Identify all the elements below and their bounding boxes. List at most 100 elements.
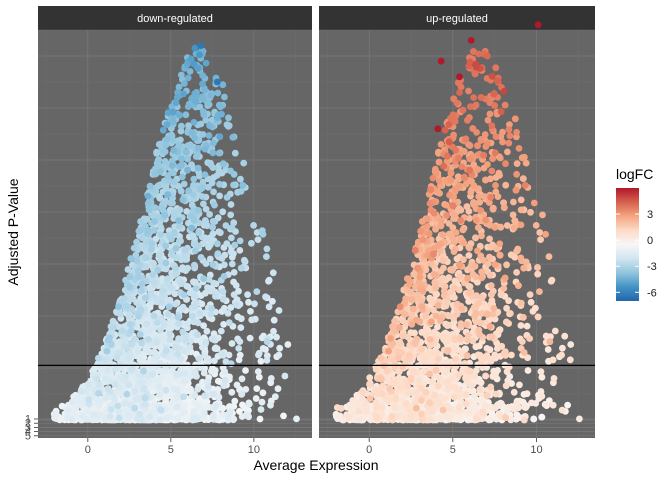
data-point [168,236,175,243]
data-point [366,381,373,388]
data-point [69,416,76,423]
data-point [502,414,509,421]
data-point [86,396,93,403]
data-point [210,218,217,225]
data-point [125,313,132,320]
data-point [115,303,122,310]
data-point [203,260,210,267]
data-point [521,349,528,356]
data-point [253,288,260,295]
data-point [135,313,142,320]
data-point [164,172,171,179]
data-point [246,401,253,408]
data-point [475,193,482,200]
data-point [216,150,223,157]
data-point [185,75,192,82]
data-point [59,403,66,410]
data-point [530,308,537,315]
data-point [498,400,505,407]
data-point [404,275,411,282]
data-point [188,213,195,220]
data-point [474,248,481,255]
data-point [404,383,411,390]
data-point [484,345,491,352]
data-point [527,209,534,216]
data-point [182,337,189,344]
data-point [206,132,213,139]
data-point [195,320,202,327]
data-point [183,111,190,118]
data-point [157,168,164,175]
data-point [156,384,163,391]
data-point [243,412,250,419]
data-point [464,352,471,359]
data-point [519,338,526,345]
data-point [472,263,479,270]
data-point [428,318,435,325]
data-point [138,339,145,346]
data-point [373,414,380,421]
data-point [561,333,568,340]
data-point [199,193,206,200]
data-point [460,256,467,263]
data-point [191,90,198,97]
data-point [504,222,511,229]
data-point [165,311,172,318]
data-point [536,288,543,295]
data-point [530,416,537,423]
data-point [151,313,158,320]
data-point [451,294,458,301]
data-point [406,281,413,288]
data-point [167,199,174,206]
data-point [166,303,173,310]
data-point [436,400,443,407]
data-point [210,230,217,237]
data-point [466,245,473,252]
data-point [451,285,458,292]
data-point [202,217,209,224]
data-point [255,236,262,243]
data-point [270,269,277,276]
data-point [240,160,247,167]
data-point [440,257,447,264]
data-point [514,160,521,167]
data-point [490,373,497,380]
data-point [191,119,198,126]
data-point [218,328,225,335]
data-point [373,387,380,394]
data-point [453,356,460,363]
data-point [178,123,185,130]
data-point [145,200,152,207]
data-point [95,390,102,397]
data-point [218,111,225,118]
data-point [237,238,244,245]
data-point [542,231,549,238]
data-point [201,352,208,359]
data-point [255,352,262,359]
data-point [377,355,384,362]
data-point [525,367,532,374]
data-point [213,403,220,410]
data-point [195,165,202,172]
data-point [214,240,221,247]
data-point [501,350,508,357]
data-point [189,313,196,320]
data-point [150,212,157,219]
data-point [180,304,187,311]
panel-down-regulated: down-regulated [38,6,312,438]
data-point [228,389,235,396]
data-point [405,390,412,397]
data-point [151,218,158,225]
data-point [116,415,123,422]
data-point [166,375,173,382]
data-point [260,231,267,238]
data-point [121,295,128,302]
data-point [545,346,552,353]
data-point [464,337,471,344]
data-point [408,413,415,420]
data-point [445,347,452,354]
data-point [388,413,395,420]
data-point [228,360,235,367]
data-point [506,364,513,371]
data-point [501,204,508,211]
